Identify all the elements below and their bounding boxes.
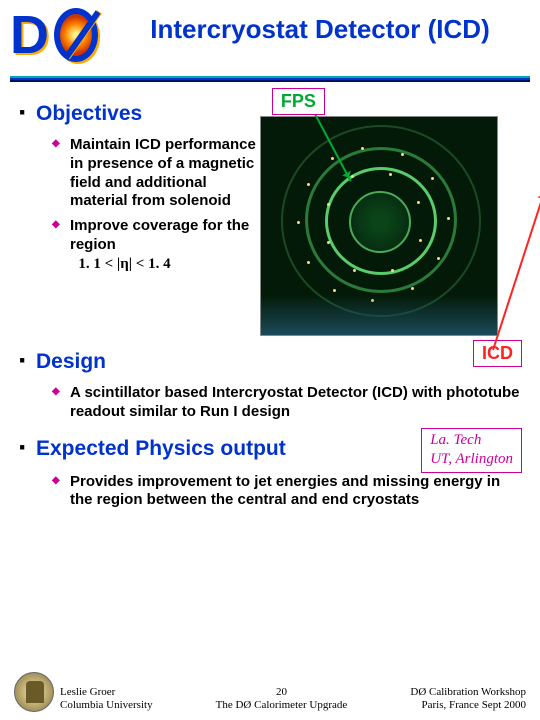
footer-author: Leslie Groer Columbia University	[60, 686, 153, 712]
output-item: Provides improvement to jet energies and…	[52, 473, 522, 511]
section-output: Expected Physics output	[18, 431, 286, 465]
slide-header: D Intercryostat Detector (ICD)	[0, 0, 540, 68]
icd-label-box: ICD	[473, 340, 522, 367]
section-design: Design	[18, 344, 106, 378]
d0-logo: D	[10, 8, 100, 68]
footer-center: 20 The DØ Calorimeter Upgrade	[153, 686, 411, 712]
design-item: A scintillator based Intercryostat Detec…	[52, 384, 522, 422]
detector-photo	[260, 116, 498, 336]
slide-footer: Leslie Groer Columbia University 20 The …	[0, 672, 540, 712]
slide-body: Objectives Maintain ICD performance in p…	[0, 88, 540, 510]
footer-right: DØ Calibration Workshop Paris, France Se…	[410, 686, 526, 712]
objective-text: Improve coverage for the region	[70, 217, 249, 253]
icd-arrow	[492, 190, 540, 350]
slide-title: Intercryostat Detector (ICD)	[110, 8, 530, 45]
divider	[10, 76, 530, 82]
section-objectives: Objectives	[18, 96, 260, 130]
fps-label-box: FPS	[272, 88, 325, 115]
objective-item: Maintain ICD performance in presence of …	[52, 136, 260, 211]
universities-box: La. Tech UT, Arlington	[421, 428, 522, 473]
eta-range: 1. 1 < |η| < 1. 4	[78, 256, 170, 272]
columbia-seal-icon	[14, 672, 54, 712]
objective-item: Improve coverage for the region 1. 1 < |…	[52, 217, 260, 273]
